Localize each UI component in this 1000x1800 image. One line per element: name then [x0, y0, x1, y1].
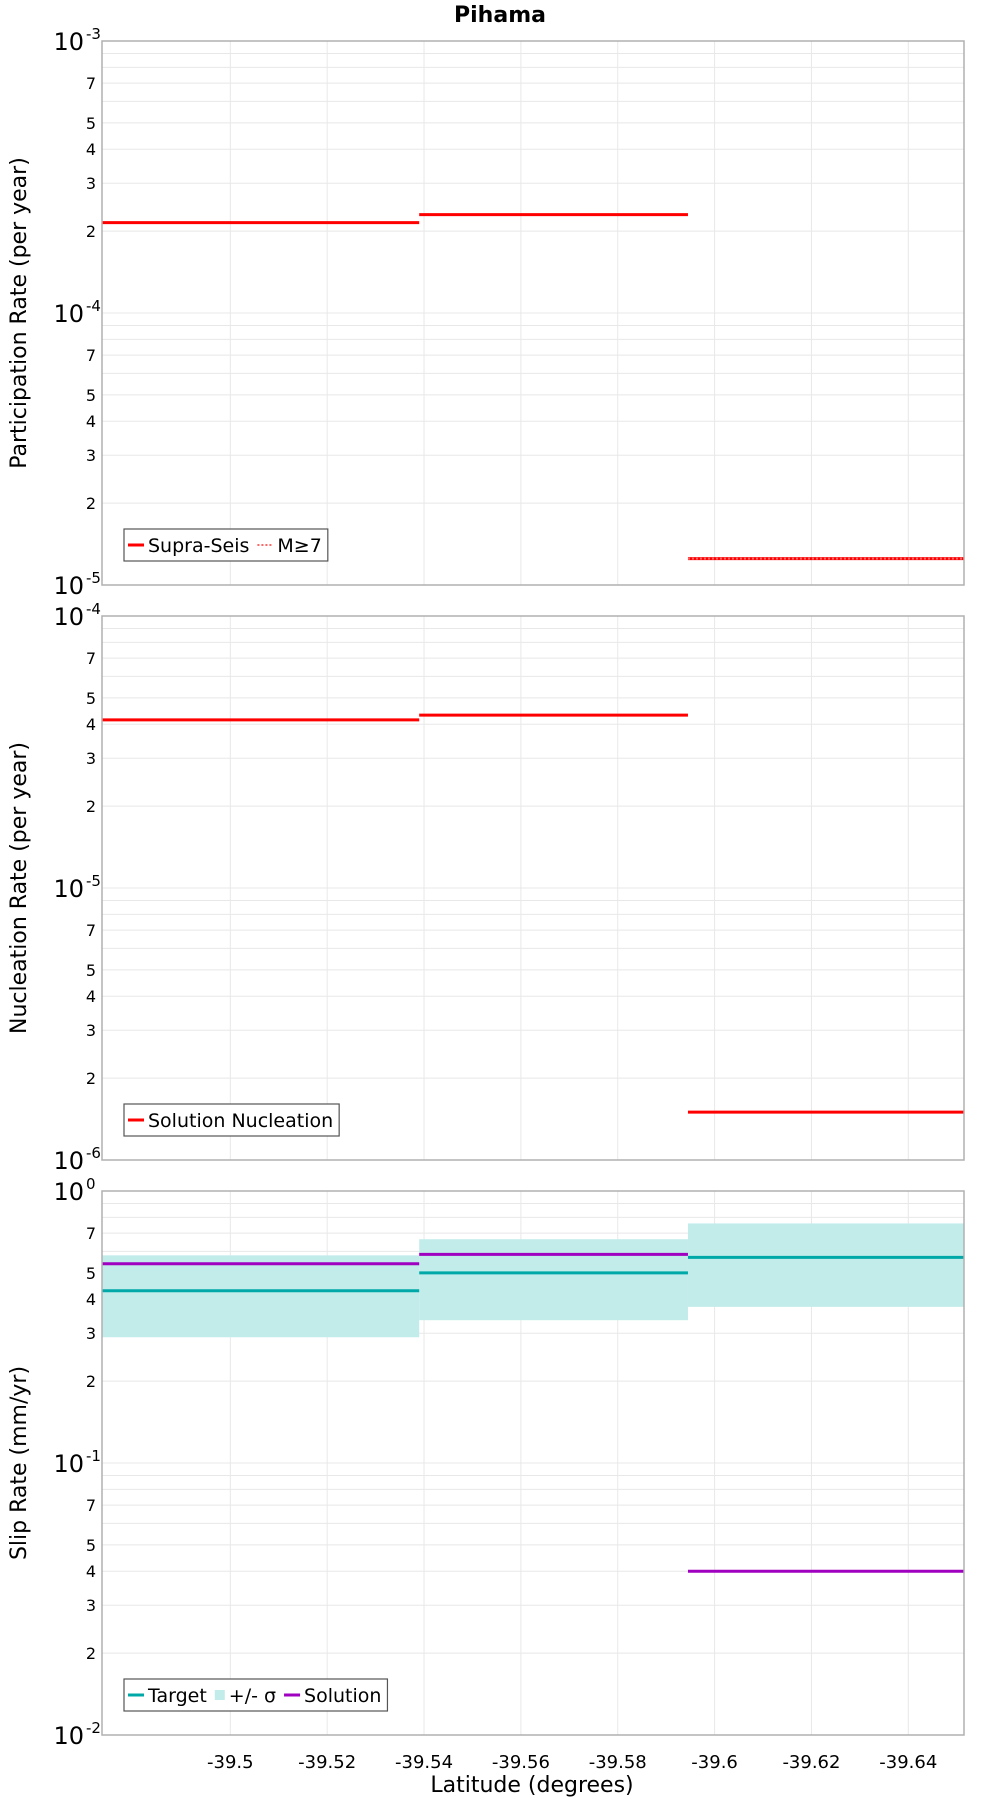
y-tick-exponent: -6: [86, 1144, 101, 1162]
y-minor-tick-label: 4: [86, 140, 96, 159]
y-tick-exponent: -5: [86, 569, 101, 587]
sigma-band: [419, 1239, 688, 1321]
y-tick-label: 10: [53, 1147, 84, 1175]
y-minor-tick-label: 4: [86, 715, 96, 734]
legend: Target +/- σ Solution: [123, 1678, 389, 1712]
y-minor-tick-label: 7: [86, 1496, 96, 1515]
y-minor-tick-label: 2: [86, 797, 96, 816]
y-tick-exponent: -4: [86, 600, 101, 618]
y-tick-label: 10: [53, 603, 84, 631]
y-minor-tick-label: 7: [86, 649, 96, 668]
y-tick-exponent: 0: [86, 1175, 96, 1193]
legend-entry: Target: [147, 1685, 207, 1707]
legend-entry: M≥7: [277, 535, 321, 557]
x-tick-label: -39.6: [691, 1752, 738, 1773]
y-tick-exponent: -5: [86, 872, 101, 890]
legend-box: [123, 1103, 340, 1137]
plot-frame: [101, 1190, 965, 1736]
y-minor-tick-label: 7: [86, 346, 96, 365]
y-axis-label: Slip Rate (mm/yr): [7, 1366, 32, 1560]
y-minor-tick-label: 7: [86, 921, 96, 940]
legend-entry: Solution: [304, 1685, 381, 1707]
y-minor-tick-label: 3: [86, 749, 96, 768]
legend: Solution Nucleation: [123, 1103, 340, 1137]
y-minor-tick-label: 5: [86, 689, 96, 708]
sigma-band: [687, 1223, 964, 1307]
y-axis-label: Participation Rate (per year): [7, 157, 32, 469]
y-minor-tick-label: 4: [86, 1290, 96, 1309]
x-tick-label: -39.5: [207, 1752, 254, 1773]
legend-swatch: [214, 1690, 225, 1700]
y-minor-tick-label: 5: [86, 1264, 96, 1283]
y-minor-tick-label: 2: [86, 222, 96, 241]
y-minor-tick-label: 2: [86, 1372, 96, 1391]
y-minor-tick-label: 3: [86, 1021, 96, 1040]
y-minor-tick-label: 5: [86, 114, 96, 133]
sigma-band: [102, 1255, 420, 1338]
plot-frame: [101, 615, 965, 1161]
x-tick-label: -39.54: [395, 1752, 453, 1773]
y-tick-label: 10: [53, 1450, 84, 1478]
y-minor-tick-label: 2: [86, 494, 96, 513]
y-tick-exponent: -2: [86, 1719, 101, 1737]
y-tick-label: 10: [53, 875, 84, 903]
y-axis-label: Nucleation Rate (per year): [7, 742, 32, 1034]
y-minor-tick-label: 2: [86, 1644, 96, 1663]
legend-box: [123, 528, 329, 562]
y-tick-label: 10: [53, 572, 84, 600]
y-minor-tick-label: 3: [86, 1596, 96, 1615]
x-tick-label: -39.62: [782, 1752, 840, 1773]
y-tick-exponent: -3: [86, 25, 101, 43]
legend: Supra-Seis M≥7: [123, 528, 329, 562]
y-minor-tick-label: 4: [86, 412, 96, 431]
legend-box: [123, 1678, 389, 1712]
y-minor-tick-label: 3: [86, 174, 96, 193]
x-tick-label: -39.58: [589, 1752, 647, 1773]
y-tick-label: 10: [53, 1722, 84, 1750]
y-minor-tick-label: 5: [86, 961, 96, 980]
y-tick-exponent: -1: [86, 1447, 101, 1465]
y-minor-tick-label: 2: [86, 1069, 96, 1088]
y-tick-exponent: -4: [86, 297, 101, 315]
x-tick-label: -39.56: [492, 1752, 550, 1773]
y-tick-label: 10: [53, 28, 84, 56]
y-minor-tick-label: 3: [86, 446, 96, 465]
y-minor-tick-label: 4: [86, 1562, 96, 1581]
x-tick-label: -39.64: [879, 1752, 937, 1773]
y-minor-tick-label: 5: [86, 1536, 96, 1555]
y-tick-label: 10: [53, 300, 84, 328]
y-minor-tick-label: 7: [86, 74, 96, 93]
x-axis-label: Latitude (degrees): [430, 1773, 633, 1798]
plot-frame: [101, 40, 965, 586]
legend-entry: +/- σ: [229, 1685, 276, 1707]
y-minor-tick-label: 4: [86, 987, 96, 1006]
y-minor-tick-label: 5: [86, 386, 96, 405]
x-tick-label: -39.52: [298, 1752, 356, 1773]
legend-entry: Supra-Seis: [148, 535, 249, 557]
y-tick-label: 10: [53, 1178, 84, 1206]
legend-entry: Solution Nucleation: [148, 1110, 333, 1132]
y-minor-tick-label: 3: [86, 1324, 96, 1343]
y-minor-tick-label: 7: [86, 1224, 96, 1243]
chart-title: Pihama: [454, 3, 546, 28]
